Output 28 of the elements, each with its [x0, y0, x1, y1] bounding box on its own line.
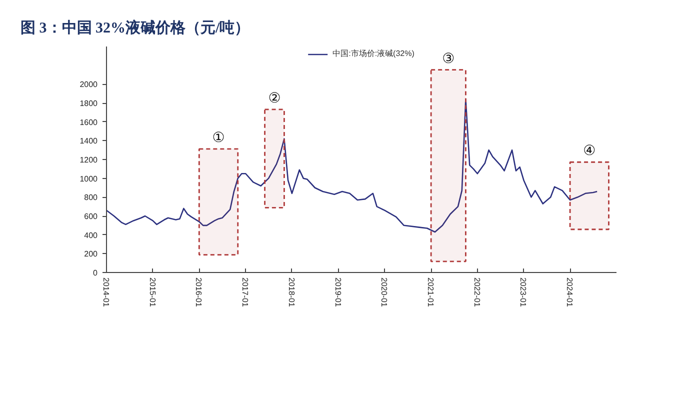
band-label: ① — [212, 130, 225, 146]
x-tick-label: 2019-01 — [333, 278, 342, 308]
y-tick-label: 2000 — [80, 80, 98, 90]
x-tick-label: 2022-01 — [472, 278, 482, 308]
x-tick-label: 2015-01 — [148, 278, 157, 308]
y-tick-label: 1400 — [80, 136, 98, 146]
y-tick-label: 600 — [84, 212, 98, 221]
x-tick-label: 2024-01 — [565, 278, 574, 308]
x-tick-label: 2016-01 — [194, 278, 204, 308]
band-label: ④ — [583, 143, 596, 160]
y-tick-label: 1800 — [80, 99, 98, 108]
y-tick-label: 800 — [84, 193, 98, 202]
x-tick-label: 2017-01 — [240, 278, 250, 308]
y-tick-label: 1200 — [80, 156, 98, 164]
y-tick-label: 0 — [93, 268, 98, 278]
y-tick-label: 1600 — [80, 118, 98, 127]
x-tick-label: 2023-01 — [518, 278, 528, 308]
x-tick-label: 2014-01 — [102, 278, 110, 308]
legend-label: 中国:市场价:液碱(32%) — [332, 48, 414, 59]
chart-title: 图 3：中国 32%液碱价格（元/吨） — [20, 18, 250, 36]
x-tick-label: 2021-01 — [426, 278, 436, 308]
band-label: ③ — [442, 50, 455, 67]
x-tick-label: 2018-01 — [286, 278, 296, 308]
y-tick-label: 1000 — [80, 174, 98, 184]
y-tick-label: 400 — [84, 230, 98, 240]
y-tick-label: 200 — [84, 250, 98, 259]
x-tick-label: 2020-01 — [380, 278, 389, 308]
band-label: ② — [268, 90, 281, 106]
